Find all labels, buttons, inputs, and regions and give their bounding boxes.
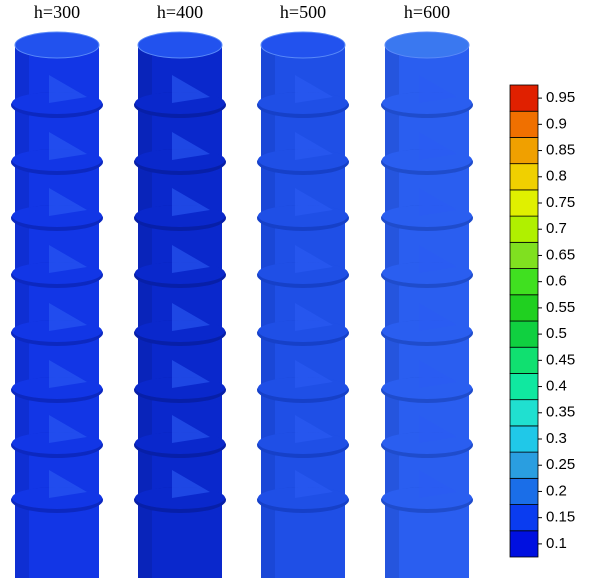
column (134, 32, 226, 578)
colorbar-segment (510, 190, 538, 216)
column (381, 32, 473, 578)
colorbar-tick-label: 0.8 (546, 168, 567, 185)
colorbar-segment (510, 164, 538, 190)
colorbar-tick-label: 0.4 (546, 378, 567, 395)
colorbar-segment (510, 269, 538, 295)
column-label: h=600 (404, 2, 450, 22)
colorbar-tick-label: 0.75 (546, 194, 575, 211)
colorbar-tick-label: 0.9 (546, 115, 567, 132)
colorbar-segment (510, 400, 538, 426)
colorbar-tick-label: 0.3 (546, 430, 567, 447)
colorbar-tick-label: 0.35 (546, 404, 575, 421)
colorbar-segment (510, 531, 538, 557)
colorbar-segment (510, 373, 538, 399)
colorbar-segment (510, 137, 538, 163)
column-label: h=400 (157, 2, 203, 22)
colorbar-tick-label: 0.85 (546, 142, 575, 159)
colorbar-segment (510, 295, 538, 321)
colorbar-segment (510, 111, 538, 137)
colorbar-tick-label: 0.65 (546, 246, 575, 263)
column (257, 32, 349, 578)
colorbar-tick-label: 0.55 (546, 299, 575, 316)
colorbar-segment (510, 478, 538, 504)
colorbar-segment (510, 452, 538, 478)
colorbar-tick-label: 0.6 (546, 273, 567, 290)
colorbar-segment (510, 85, 538, 111)
page: h=300 h=400 h=500 h=600 0.1 0.15 0.2 0.25 0.3 0.3… (0, 0, 597, 584)
colorbar-segment (510, 321, 538, 347)
colorbar-segment (510, 426, 538, 452)
colorbar-tick-label: 0.25 (546, 456, 575, 473)
colorbar-tick-label: 0.2 (546, 482, 567, 499)
figure: h=300 h=400 h=500 h=600 0.1 0.15 0.2 0.25 0.3 0.3… (0, 0, 597, 584)
column-label: h=300 (34, 2, 80, 22)
colorbar-tick-label: 0.45 (546, 351, 575, 368)
column-label: h=500 (280, 2, 326, 22)
colorbar-tick-label: 0.15 (546, 509, 575, 526)
colorbar-tick-label: 0.1 (546, 535, 567, 552)
top-cap (138, 32, 222, 58)
colorbar-tick-label: 0.7 (546, 220, 567, 237)
colorbar-segment (510, 347, 538, 373)
colorbar-tick-label: 0.95 (546, 89, 575, 106)
column (11, 32, 103, 578)
colorbar-tick-label: 0.5 (546, 325, 567, 342)
colorbar-segment (510, 242, 538, 268)
top-cap (385, 32, 469, 58)
colorbar-segment (510, 216, 538, 242)
top-cap (15, 32, 99, 58)
colorbar-segment (510, 505, 538, 531)
top-cap (261, 32, 345, 58)
